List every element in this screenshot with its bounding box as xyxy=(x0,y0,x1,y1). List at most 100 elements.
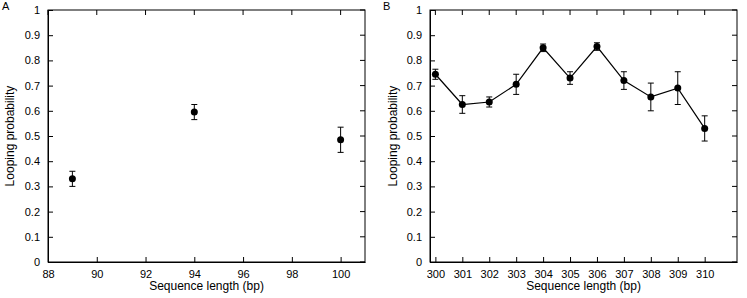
y-tick-label: 0.7 xyxy=(407,80,422,92)
error-bar-cap xyxy=(675,71,681,72)
x-tick-mark xyxy=(489,257,490,262)
x-tick: 310 xyxy=(696,257,714,280)
x-tick-label: 302 xyxy=(481,268,499,280)
y-tick-mark-right xyxy=(360,262,365,263)
error-bar xyxy=(594,43,600,51)
x-axis-line xyxy=(431,262,738,263)
x-tick-label: 309 xyxy=(669,268,687,280)
y-tick: 1 xyxy=(34,4,53,16)
y-tick-mark xyxy=(48,60,53,61)
y-tick-mark-right xyxy=(360,186,365,187)
y-tick-mark xyxy=(430,86,435,87)
x-tick-mark-top xyxy=(96,10,97,15)
error-bar-cap xyxy=(621,89,627,90)
y-tick: 0.7 xyxy=(25,80,53,92)
data-point xyxy=(647,93,654,100)
error-bar xyxy=(486,97,492,107)
y-tick: 0.1 xyxy=(25,231,53,243)
y-tick: 0.2 xyxy=(25,206,53,218)
error-bar xyxy=(621,72,627,90)
x-tick-mark-top xyxy=(570,10,571,15)
error-bar xyxy=(567,72,573,85)
data-point xyxy=(513,81,520,88)
x-tick-mark xyxy=(194,257,195,262)
data-point xyxy=(69,175,76,182)
figure: 88909294969810000.10.20.30.40.50.60.70.8… xyxy=(0,0,747,298)
error-bar xyxy=(513,74,519,94)
x-axis: 300301302303304305306307308309310 xyxy=(427,257,738,280)
y-axis: 00.10.20.30.40.50.60.70.80.91 xyxy=(25,4,53,268)
data-point xyxy=(620,77,627,84)
y-tick-label: 1 xyxy=(416,4,422,16)
error-bar-cap xyxy=(567,84,573,85)
panel: 30030130230330430530630730830931000.10.2… xyxy=(383,0,738,293)
x-tick-mark-top xyxy=(145,10,146,15)
y-tick: 0.1 xyxy=(407,231,435,243)
x-tick-mark-top xyxy=(243,10,244,15)
error-bar-cap xyxy=(702,115,708,116)
error-bar-cap xyxy=(513,94,519,95)
x-tick-label: 303 xyxy=(507,268,525,280)
y-tick-mark-right xyxy=(732,110,737,111)
error-bar-cap xyxy=(675,104,681,105)
y-tick-mark xyxy=(430,60,435,61)
panel: 88909294969810000.10.20.30.40.50.60.70.8… xyxy=(2,0,366,293)
x-tick-mark-top xyxy=(489,10,490,15)
y-tick-label: 0.6 xyxy=(407,105,422,117)
error-bar xyxy=(648,83,654,111)
error-bar xyxy=(675,72,681,105)
y-tick-mark-right xyxy=(732,35,737,36)
x-tick: 96 xyxy=(237,257,249,280)
data-point xyxy=(674,85,681,92)
x-tick-mark xyxy=(543,257,544,262)
x-tick-label: 94 xyxy=(189,268,201,280)
error-bar-cap xyxy=(648,83,654,84)
data-point xyxy=(567,75,574,82)
data-point xyxy=(432,71,439,78)
y-tick: 0.4 xyxy=(407,155,435,167)
y-tick-mark-right xyxy=(732,186,737,187)
y-tick: 0.6 xyxy=(407,105,435,117)
x-tick-label: 307 xyxy=(615,268,633,280)
data-point xyxy=(701,125,708,132)
x-axis-title: Sequence length (bp) xyxy=(526,279,641,293)
x-tick-mark-top xyxy=(516,10,517,15)
x-tick: 307 xyxy=(615,257,633,280)
y-tick: 0.3 xyxy=(25,180,53,192)
x-tick: 305 xyxy=(561,257,579,280)
x-tick-mark-top xyxy=(291,10,292,15)
y-tick-mark xyxy=(430,10,435,11)
y-tick: 0.9 xyxy=(407,29,435,41)
x-tick-label: 300 xyxy=(427,268,445,280)
x-tick-mark-top xyxy=(677,10,678,15)
y-tick-label: 0.1 xyxy=(25,231,40,243)
x-axis-title: Sequence length (bp) xyxy=(149,279,264,293)
x-tick-label: 100 xyxy=(332,268,350,280)
x-tick-mark xyxy=(597,257,598,262)
error-bar xyxy=(702,116,708,141)
error-bar-cap xyxy=(191,104,197,105)
y-tick-mark xyxy=(48,35,53,36)
y-tick-label: 0.2 xyxy=(25,206,40,218)
data-point xyxy=(459,101,466,108)
y-tick-mark xyxy=(430,186,435,187)
y-tick-mark xyxy=(430,262,435,263)
x-tick-label: 96 xyxy=(237,268,249,280)
x-tick-mark-top xyxy=(340,10,341,15)
y-axis-title: Looping probability xyxy=(386,86,400,187)
y-tick-mark-right xyxy=(360,60,365,61)
x-tick-mark xyxy=(292,257,293,262)
y-axis: 00.10.20.30.40.50.60.70.80.91 xyxy=(407,4,435,268)
y-tick: 0.5 xyxy=(407,130,435,142)
x-axis: 889092949698100 xyxy=(42,257,365,280)
error-bar-cap xyxy=(432,69,438,70)
y-tick-mark xyxy=(430,161,435,162)
x-tick-mark xyxy=(516,257,517,262)
y-tick-mark-right xyxy=(732,85,737,86)
error-bar-cap xyxy=(69,171,75,172)
y-tick-mark-right xyxy=(360,85,365,86)
y-tick: 0 xyxy=(416,256,435,268)
error-bar xyxy=(69,171,75,186)
x-tick-label: 305 xyxy=(561,268,579,280)
x-tick-label: 98 xyxy=(286,268,298,280)
